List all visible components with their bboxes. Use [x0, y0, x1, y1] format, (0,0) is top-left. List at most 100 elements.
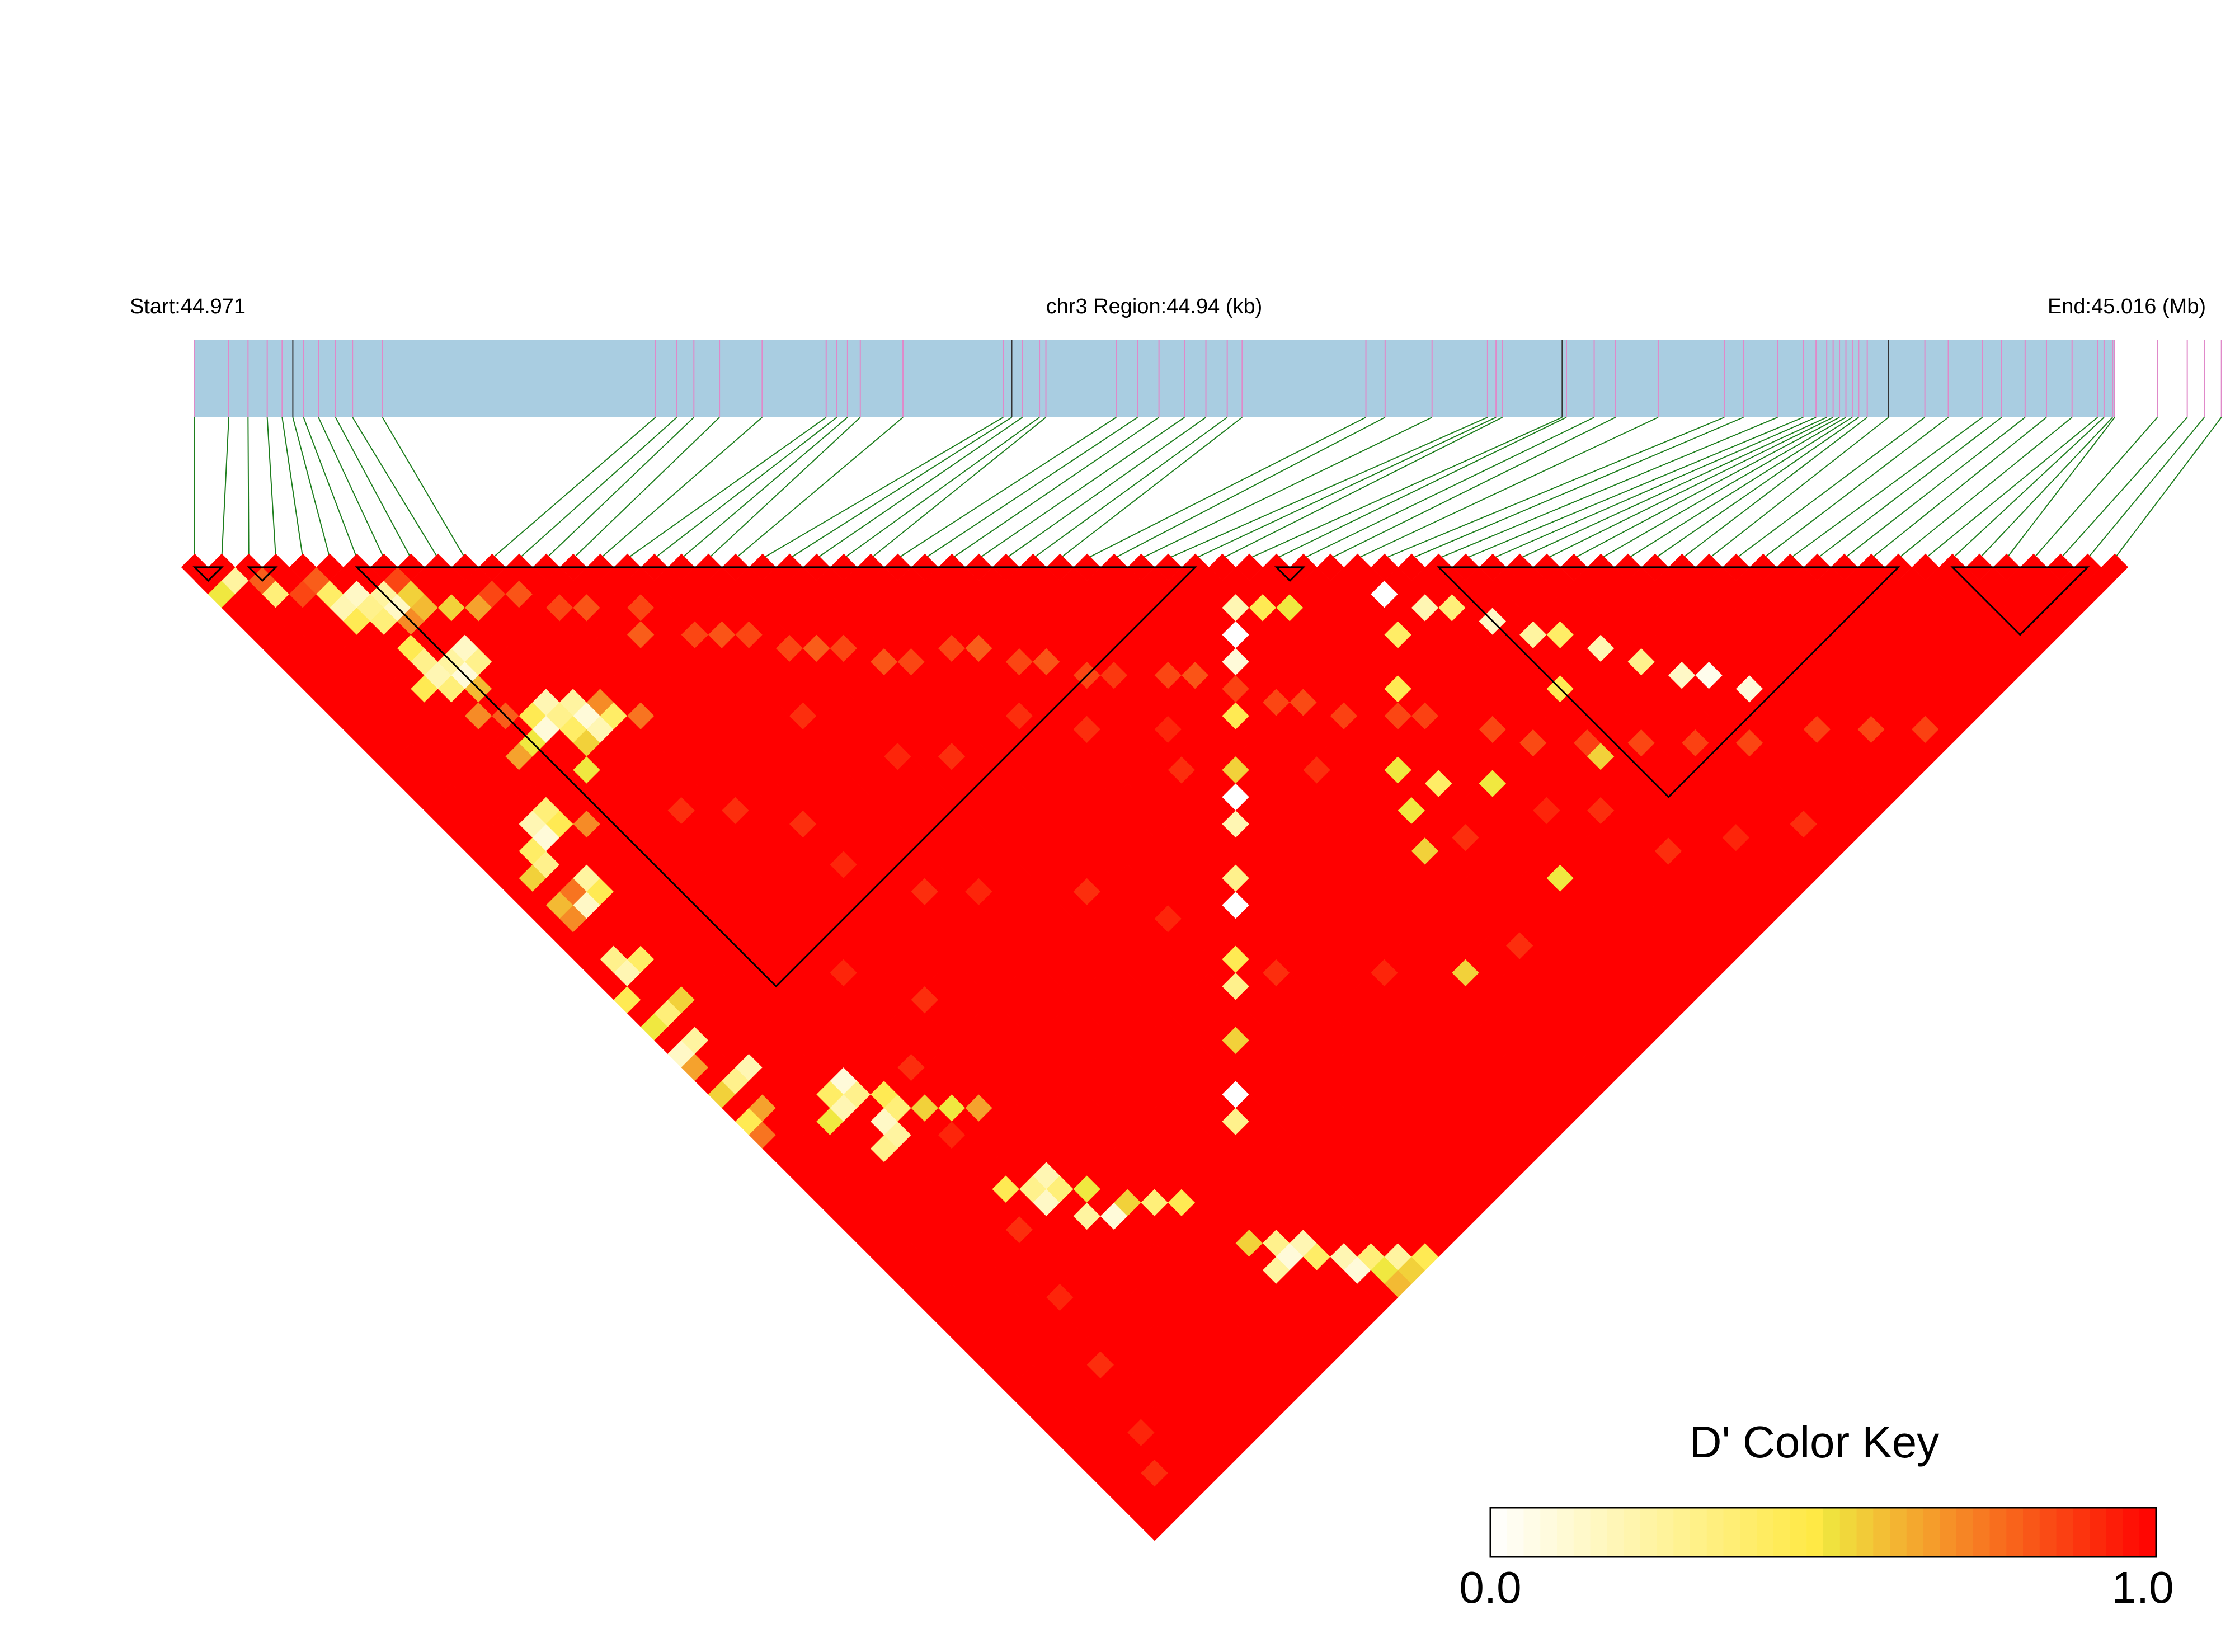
snp-connector-line	[1168, 417, 1488, 559]
snp-connector-line	[1546, 417, 1834, 559]
snp-connector-line	[951, 417, 1160, 559]
color-key-swatch	[1640, 1508, 1658, 1557]
color-key-swatch	[1856, 1508, 1874, 1557]
snp-connector-line	[1762, 417, 1949, 559]
snp-connector-line	[221, 417, 230, 559]
ld-diagonal-marker	[1208, 553, 1236, 581]
snp-connector-line	[1303, 417, 1594, 559]
ld-diagonal-marker	[316, 553, 344, 581]
ld-diagonal-marker	[289, 553, 317, 581]
ld-diagonal-marker	[1398, 553, 1425, 581]
color-key-swatch	[2056, 1508, 2074, 1557]
snp-connector-line	[492, 417, 656, 559]
color-key-min-label: 0.0	[1459, 1562, 1521, 1612]
snp-connector-line	[1357, 417, 1659, 559]
snp-connector-line	[897, 417, 1117, 559]
snp-connector-line	[545, 417, 695, 559]
color-key-swatch	[2090, 1508, 2107, 1557]
snp-connector-line	[600, 417, 763, 559]
ld-diagonal-marker	[1371, 553, 1399, 581]
snp-connector-line	[1979, 417, 2113, 559]
color-key-swatch	[1773, 1508, 1791, 1557]
region-track-bar	[195, 340, 2115, 417]
haplotype-blocks	[192, 566, 2090, 988]
snp-connector-line	[681, 417, 848, 559]
snp-connector-line	[1573, 417, 1840, 559]
snp-connector-line	[708, 417, 861, 559]
snp-connector-line	[924, 417, 1138, 559]
snp-connector-line	[1060, 417, 1243, 559]
snp-connector-line	[978, 417, 1185, 559]
color-key-frame	[1489, 1507, 2157, 1558]
color-key-swatch	[1673, 1508, 1691, 1557]
snp-connector-line	[1952, 417, 2105, 559]
color-key-swatch	[1507, 1508, 1524, 1557]
color-key-swatch	[1740, 1508, 1757, 1557]
haplotype-block-outline	[192, 566, 224, 582]
snp-connector-line	[1925, 417, 2098, 559]
snp-connector-line	[1817, 417, 2002, 559]
snp-connector-line	[2114, 417, 2222, 559]
snp-connector-line	[335, 417, 412, 559]
snp-connector-line	[1195, 417, 1497, 559]
color-key-swatch	[1873, 1508, 1890, 1557]
snp-connector-line	[1249, 417, 1563, 559]
snp-connector-line	[292, 417, 331, 559]
region-track	[194, 340, 2222, 417]
snp-connector-line	[1438, 417, 1778, 559]
color-key-swatch	[1557, 1508, 1574, 1557]
snp-connector-line	[2060, 417, 2188, 559]
color-key-swatch	[1839, 1508, 1857, 1557]
snp-connector-line	[1627, 417, 1853, 559]
snp-connector-line	[1898, 417, 2073, 559]
ld-diagonal-marker	[1344, 553, 1371, 581]
snp-connector-line	[573, 417, 720, 559]
snp-connector-line	[1735, 417, 1926, 559]
snp-connector-line	[281, 417, 304, 559]
haplotype-block-outline	[355, 566, 1198, 988]
snp-connector-line	[1871, 417, 2047, 559]
region-start-label: Start:44.971	[130, 295, 246, 318]
snp-connector-line	[382, 417, 466, 559]
color-key-swatch	[1940, 1508, 1957, 1557]
snp-connector-line	[870, 417, 1047, 559]
color-key-swatch	[2139, 1508, 2157, 1557]
color-key-swatch	[1790, 1508, 1808, 1557]
snp-connector-line	[1114, 417, 1386, 559]
snp-connector-line	[735, 417, 904, 559]
snp-connector-line	[1141, 417, 1433, 559]
snp-connector-line	[1222, 417, 1503, 559]
color-key-swatch	[2106, 1508, 2124, 1557]
snp-connector-line	[1492, 417, 1817, 559]
color-key-swatch	[1690, 1508, 1707, 1557]
ld-heatmap	[181, 553, 2129, 1541]
snp-connector-line	[2087, 417, 2205, 559]
color-key-swatch	[1723, 1508, 1741, 1557]
snp-connector-line	[266, 417, 277, 559]
snp-connector-line	[1790, 417, 1983, 559]
haplotype-block-outline	[1950, 566, 2090, 636]
color-key: D' Color Key 0.0 1.0	[1459, 1417, 2173, 1612]
snp-connector-line	[1032, 417, 1228, 559]
snp-connector-line	[1086, 417, 1366, 559]
haplotype-block-outline	[1274, 566, 1306, 582]
snp-connector-line	[1709, 417, 1889, 559]
snp-connector-line	[762, 417, 1004, 559]
color-key-swatch	[2123, 1508, 2140, 1557]
snp-connector-line	[816, 417, 1023, 559]
color-key-swatch	[1490, 1508, 1508, 1557]
snp-connector-line	[1844, 417, 2026, 559]
snp-connector-line	[1411, 417, 1744, 559]
color-key-swatch	[1806, 1508, 1824, 1557]
snp-connector-lines	[194, 417, 2222, 559]
snp-connector-line	[1465, 417, 1804, 559]
ld-diagonal-marker	[1912, 553, 1939, 581]
color-key-swatch	[2039, 1508, 2057, 1557]
color-key-swatch	[1989, 1508, 2007, 1557]
snp-connector-line	[654, 417, 837, 559]
color-key-swatch	[1956, 1508, 1974, 1557]
snp-connector-line	[1654, 417, 1859, 559]
region-end-label: End:45.016 (Mb)	[2048, 295, 2206, 318]
color-key-swatch	[1823, 1508, 1841, 1557]
snp-connector-line	[1519, 417, 1827, 559]
